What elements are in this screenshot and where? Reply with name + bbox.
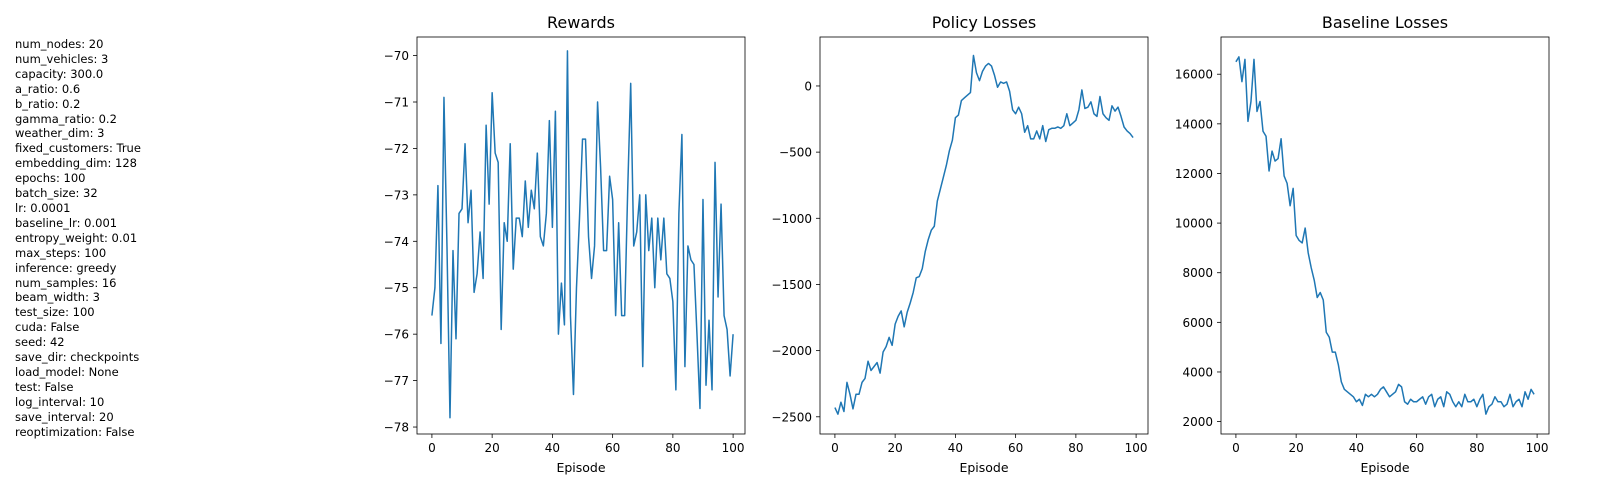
x-tick-label: 40 — [948, 441, 963, 455]
parameter-line: batch_size: 32 — [15, 186, 98, 201]
parameter-line: lr: 0.0001 — [15, 200, 71, 215]
y-tick-label: 14000 — [1175, 117, 1213, 131]
parameter-line: num_vehicles: 3 — [15, 51, 109, 66]
y-tick-label: 8000 — [1182, 266, 1213, 280]
parameter-line: a_ratio: 0.6 — [15, 81, 81, 96]
axes-frame — [819, 36, 1149, 435]
chart-1: Policy Losses 0 20 40 60 80 100 −2500 −2000 −1500… — [771, 13, 1149, 475]
series-line — [1235, 56, 1535, 415]
x-tick-label: 40 — [545, 441, 560, 455]
parameter-line: embedding_dim: 128 — [15, 156, 137, 171]
x-axis-label: Episode — [959, 460, 1008, 475]
y-tick-label: −500 — [779, 146, 812, 160]
parameter-line: baseline_lr: 0.001 — [15, 215, 118, 230]
y-tick-label: 16000 — [1175, 68, 1213, 82]
y-tick-label: −73 — [384, 188, 409, 202]
parameter-line: b_ratio: 0.2 — [15, 96, 81, 111]
parameter-line: inference: greedy — [15, 260, 117, 275]
x-tick-label: 40 — [1349, 441, 1364, 455]
chart-title: Policy Losses — [932, 13, 1036, 32]
series-line — [834, 54, 1134, 415]
axes-frame — [416, 36, 746, 435]
y-tick-label: −1000 — [771, 212, 812, 226]
x-tick-label: 60 — [605, 441, 620, 455]
y-tick-label: 0 — [804, 79, 812, 93]
parameter-line: num_nodes: 20 — [15, 37, 104, 51]
x-tick-label: 100 — [1125, 441, 1148, 455]
parameter-line: fixed_customers: True — [15, 141, 141, 156]
parameter-line: entropy_weight: 0.01 — [15, 230, 138, 245]
parameter-line: save_dir: checkpoints — [15, 350, 140, 365]
y-tick-label: 6000 — [1182, 316, 1213, 330]
parameter-line: cuda: False — [15, 320, 80, 335]
y-tick-label: 4000 — [1182, 365, 1213, 379]
x-tick-label: 80 — [1469, 441, 1484, 455]
y-tick-label: −2000 — [771, 344, 812, 358]
chart-title: Baseline Losses — [1322, 13, 1448, 32]
y-tick-label: −70 — [384, 49, 409, 63]
chart-2: Baseline Losses 0 20 40 60 80 100 2000 4000 6000 8… — [1175, 13, 1550, 475]
x-tick-label: 0 — [831, 441, 839, 455]
y-tick-label: −2500 — [771, 410, 812, 424]
parameter-line: capacity: 300.0 — [15, 66, 104, 81]
parameter-line: test_size: 100 — [15, 305, 95, 320]
series-line — [431, 50, 734, 419]
x-axis-label: Episode — [556, 460, 605, 475]
parameter-line: seed: 42 — [15, 335, 65, 350]
y-tick-label: −71 — [384, 96, 409, 110]
y-tick-label: −76 — [384, 328, 409, 342]
x-axis-label: Episode — [1360, 460, 1409, 475]
y-tick-label: 10000 — [1175, 217, 1213, 231]
parameter-line: reoptimization: False — [15, 424, 135, 439]
x-tick-label: 100 — [722, 441, 745, 455]
y-tick-label: 2000 — [1182, 415, 1213, 429]
y-tick-label: −1500 — [771, 278, 812, 292]
y-tick-label: 12000 — [1175, 167, 1213, 181]
chart-0: Rewards 0 20 40 60 80 100 −78 −77 −76 −75 −74 −73 −72… — [384, 13, 746, 475]
x-tick-label: 20 — [485, 441, 500, 455]
parameter-line: beam_width: 3 — [15, 290, 100, 305]
chart-title: Rewards — [547, 13, 615, 32]
y-tick-label: −72 — [384, 142, 409, 156]
x-tick-label: 100 — [1526, 441, 1549, 455]
x-tick-label: 80 — [1068, 441, 1083, 455]
y-tick-label: −74 — [384, 235, 409, 249]
x-tick-label: 0 — [428, 441, 436, 455]
parameter-line: load_model: None — [15, 364, 119, 379]
training-parameters-list: num_nodes: 20 num_vehicles: 3 capacity: 30… — [15, 37, 141, 439]
y-tick-label: −77 — [384, 374, 409, 388]
x-tick-label: 60 — [1008, 441, 1023, 455]
x-tick-label: 0 — [1232, 441, 1240, 455]
x-tick-label: 80 — [665, 441, 680, 455]
parameter-line: save_interval: 20 — [15, 409, 114, 424]
parameter-line: test: False — [15, 379, 74, 394]
parameter-line: log_interval: 10 — [15, 394, 105, 409]
parameter-line: epochs: 100 — [15, 171, 86, 186]
axes-frame — [1220, 36, 1550, 435]
parameter-line: weather_dim: 3 — [15, 126, 105, 141]
y-tick-label: −78 — [384, 421, 409, 435]
parameter-line: gamma_ratio: 0.2 — [15, 111, 117, 126]
parameter-line: num_samples: 16 — [15, 275, 117, 290]
x-tick-label: 60 — [1409, 441, 1424, 455]
x-tick-label: 20 — [1289, 441, 1304, 455]
x-tick-label: 20 — [888, 441, 903, 455]
y-tick-label: −75 — [384, 281, 409, 295]
parameter-line: max_steps: 100 — [15, 245, 107, 260]
